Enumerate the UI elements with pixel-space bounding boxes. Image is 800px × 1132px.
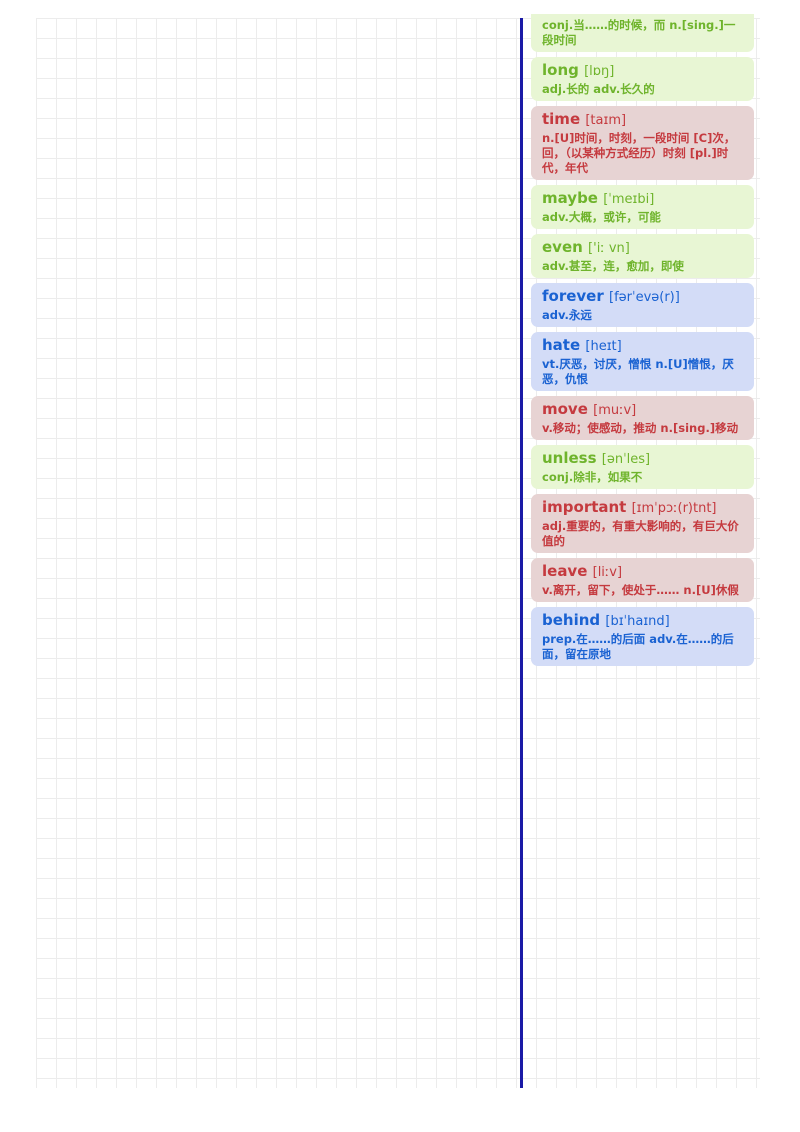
vocab-word: maybe — [542, 189, 598, 207]
vocab-card-move: move [muːv] v.移动；使感动，推动 n.[sing.]移动 — [531, 396, 754, 440]
vocab-headword: maybe [ˈmeɪbi] — [542, 188, 746, 210]
vocab-card-hate: hate [heɪt] vt.厌恶，讨厌，憎恨 n.[U]憎恨，厌恶，仇恨 — [531, 332, 754, 391]
vocab-card-even: even ['iː vn] adv.甚至，连，愈加，即使 — [531, 234, 754, 278]
vocab-headword: important [ɪmˈpɔː(r)tnt] — [542, 497, 746, 519]
vocab-headword: time [taɪm] — [542, 109, 746, 131]
vocab-headword: unless [ənˈles] — [542, 448, 746, 470]
vocab-meaning: conj.除非，如果不 — [542, 470, 643, 484]
vocab-meaning: adj.长的 adv.长久的 — [542, 82, 655, 96]
vocab-card-time: time [taɪm] n.[U]时间，时刻，一段时间 [C]次，回，（以某种方… — [531, 106, 754, 180]
vocab-card-important: important [ɪmˈpɔː(r)tnt] adj.重要的，有重大影响的，… — [531, 494, 754, 553]
vocab-headword: long [lɒŋ] — [542, 60, 746, 82]
vocab-phonetic: ['iː vn] — [588, 241, 630, 256]
vocab-phonetic: [lɒŋ] — [584, 64, 615, 79]
vocab-card-maybe: maybe [ˈmeɪbi] adv.大概，或许，可能 — [531, 185, 754, 229]
vocab-meaning: v.移动；使感动，推动 n.[sing.]移动 — [542, 421, 739, 435]
vocab-phonetic: [fərˈevə(r)] — [609, 290, 680, 305]
vocab-headword: even ['iː vn] — [542, 237, 746, 259]
vocab-word: unless — [542, 449, 597, 467]
vocab-meaning: prep.在……的后面 adv.在……的后面，留在原地 — [542, 632, 734, 661]
vocab-word: important — [542, 498, 627, 516]
vocab-phonetic: [ˈmeɪbi] — [603, 192, 655, 207]
vocab-card-forever: forever [fərˈevə(r)] adv.永远 — [531, 283, 754, 327]
vocab-headword: move [muːv] — [542, 399, 746, 421]
vocab-card-continued: conj.当……的时候，而 n.[sing.]一段时间 — [531, 14, 754, 52]
vocab-word: hate — [542, 336, 581, 354]
vocab-word: move — [542, 400, 588, 418]
vocab-meaning: v.离开，留下，使处于…… n.[U]休假 — [542, 583, 739, 597]
vocab-headword: behind [bɪˈhaɪnd] — [542, 610, 746, 632]
vocab-meaning: adv.永远 — [542, 308, 592, 322]
vocab-phonetic: [ənˈles] — [601, 452, 651, 467]
vocab-meaning: adv.甚至，连，愈加，即使 — [542, 259, 684, 273]
vocab-card-leave: leave [liːv] v.离开，留下，使处于…… n.[U]休假 — [531, 558, 754, 602]
vocab-phonetic: [bɪˈhaɪnd] — [605, 614, 670, 629]
vocabulary-list: conj.当……的时候，而 n.[sing.]一段时间 long [lɒŋ] a… — [531, 14, 754, 671]
vocab-headword: leave [liːv] — [542, 561, 746, 583]
vocab-phonetic: [taɪm] — [585, 113, 627, 128]
vocab-meaning: adv.大概，或许，可能 — [542, 210, 661, 224]
vocab-word: leave — [542, 562, 588, 580]
vocab-card-long: long [lɒŋ] adj.长的 adv.长久的 — [531, 57, 754, 101]
vocab-word: time — [542, 110, 581, 128]
vocab-meaning: adj.重要的，有重大影响的，有巨大价值的 — [542, 519, 739, 548]
vocab-phonetic: [liːv] — [592, 565, 623, 580]
vocab-word: forever — [542, 287, 604, 305]
vocab-headword: forever [fərˈevə(r)] — [542, 286, 746, 308]
column-divider — [520, 18, 523, 1088]
vocab-card-behind: behind [bɪˈhaɪnd] prep.在……的后面 adv.在……的后面… — [531, 607, 754, 666]
vocab-meaning: vt.厌恶，讨厌，憎恨 n.[U]憎恨，厌恶，仇恨 — [542, 357, 734, 386]
vocab-card-unless: unless [ənˈles] conj.除非，如果不 — [531, 445, 754, 489]
vocab-phonetic: [ɪmˈpɔː(r)tnt] — [631, 501, 717, 516]
vocab-meaning: n.[U]时间，时刻，一段时间 [C]次，回，（以某种方式经历）时刻 [pl.]… — [542, 131, 736, 175]
vocab-word: long — [542, 61, 579, 79]
vocab-headword: hate [heɪt] — [542, 335, 746, 357]
vocab-phonetic: [heɪt] — [585, 339, 622, 354]
vocab-word: even — [542, 238, 583, 256]
vocab-word: behind — [542, 611, 601, 629]
vocab-meaning: conj.当……的时候，而 n.[sing.]一段时间 — [542, 18, 736, 47]
vocab-phonetic: [muːv] — [593, 403, 637, 418]
